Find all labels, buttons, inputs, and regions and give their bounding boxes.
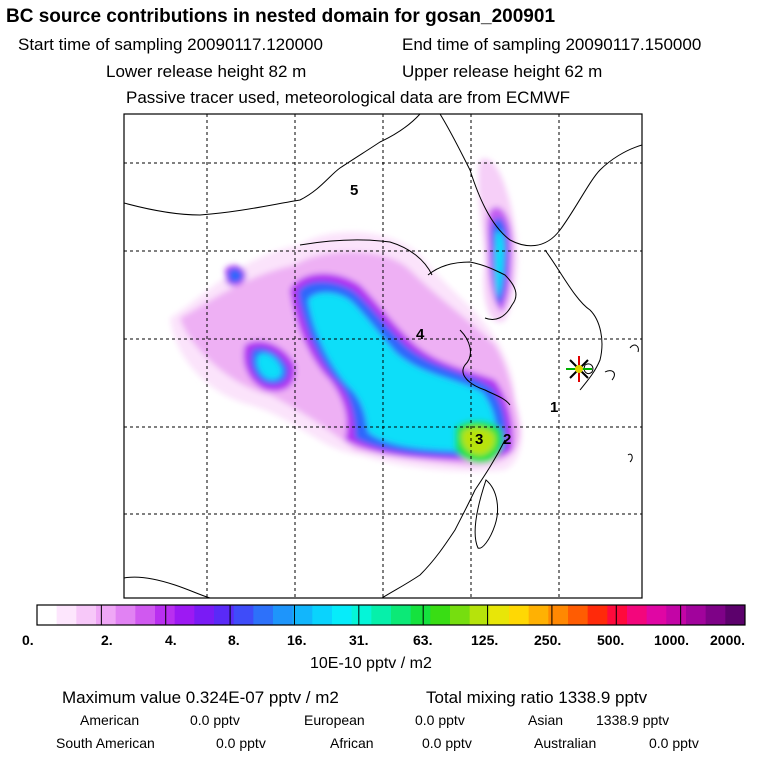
- legend-tick-0: 0.: [22, 632, 34, 648]
- legend-tick-4: 4.: [165, 632, 177, 648]
- coastline: [124, 114, 642, 598]
- color-bar-swatch: [627, 605, 648, 625]
- european-name: European: [304, 712, 365, 728]
- grid-lines: [124, 114, 642, 598]
- color-bar-swatch: [528, 605, 549, 625]
- african-value: 0.0 pptv: [422, 735, 472, 751]
- color-bar-swatch: [351, 605, 372, 625]
- legend-tick-8: 8.: [228, 632, 240, 648]
- color-bar-swatch: [607, 605, 628, 625]
- map-frame: [123, 113, 643, 599]
- american-value: 0.0 pptv: [190, 712, 240, 728]
- legend-tick-2000: 2000.: [710, 632, 746, 648]
- plot-title: BC source contributions in nested domain…: [6, 6, 556, 27]
- legend-tick-63: 63.: [413, 632, 433, 648]
- legend-tick-2: 2.: [101, 632, 113, 648]
- end-time-label: End time of sampling 20090117.150000: [402, 35, 702, 54]
- color-bar-swatch: [174, 605, 195, 625]
- color-bar-swatch: [410, 605, 431, 625]
- color-bar-swatch: [686, 605, 707, 625]
- max-value-label: Maximum value 0.324E-07 pptv / m2: [62, 688, 339, 707]
- region-label-4: 4: [416, 326, 425, 343]
- color-bar-swatch: [312, 605, 333, 625]
- region-label-5: 5: [350, 182, 358, 199]
- australian-name: Australian: [534, 735, 597, 751]
- region-label-1: 1: [550, 399, 558, 416]
- color-bar-swatch: [115, 605, 136, 625]
- american-name: American: [80, 712, 140, 728]
- asian-value: 1338.9 pptv: [596, 712, 670, 728]
- concentration-field: [124, 114, 642, 598]
- color-bar-swatch: [705, 605, 726, 625]
- australian-value: 0.0 pptv: [649, 735, 699, 751]
- color-bar-swatch: [273, 605, 294, 625]
- legend-tick-500: 500.: [597, 632, 625, 648]
- asian-name: Asian: [528, 712, 564, 728]
- color-bar-swatch: [155, 605, 176, 625]
- region-label-2: 2: [503, 431, 511, 448]
- color-bar-swatch: [135, 605, 156, 625]
- color-bar-swatch: [253, 605, 274, 625]
- legend-tick-125: 125.: [471, 632, 499, 648]
- color-bar-swatch: [96, 605, 117, 625]
- south-american-value: 0.0 pptv: [216, 735, 266, 751]
- start-time-label: Start time of sampling 20090117.120000: [18, 35, 323, 54]
- south-american-name: South American: [56, 735, 155, 751]
- legend-tick-1000: 1000.: [654, 632, 690, 648]
- european-value: 0.0 pptv: [415, 712, 465, 728]
- color-bar-swatch: [548, 605, 569, 625]
- color-bar-swatch: [292, 605, 313, 625]
- african-name: African: [330, 735, 374, 751]
- receptor-star-icon: [566, 356, 592, 382]
- color-bar-swatch: [489, 605, 510, 625]
- color-bar-swatch: [194, 605, 215, 625]
- color-bar-swatch: [430, 605, 451, 625]
- legend-tick-31: 31.: [349, 632, 369, 648]
- upper-release-label: Upper release height 62 m: [402, 62, 603, 81]
- color-bar-swatch: [646, 605, 667, 625]
- color-bar-swatch: [568, 605, 589, 625]
- color-bar-swatch: [391, 605, 412, 625]
- color-bar: [37, 605, 746, 625]
- legend-units: 10E-10 pptv / m2: [310, 655, 432, 672]
- color-bar-swatch: [666, 605, 687, 625]
- color-bar-swatch: [56, 605, 77, 625]
- legend-tick-16: 16.: [287, 632, 307, 648]
- tracer-label: Passive tracer used, meteorological data…: [126, 88, 571, 107]
- total-mixing-label: Total mixing ratio 1338.9 pptv: [426, 688, 648, 707]
- legend-tick-250: 250.: [534, 632, 562, 648]
- color-bar-swatch: [469, 605, 490, 625]
- region-label-3: 3: [475, 431, 483, 448]
- color-bar-swatch: [233, 605, 254, 625]
- color-bar-swatch: [450, 605, 471, 625]
- color-bar-frame: [36, 604, 746, 626]
- color-bar-swatch: [332, 605, 353, 625]
- color-bar-swatch: [214, 605, 235, 625]
- color-bar-swatch: [725, 605, 746, 625]
- color-bar-swatch: [37, 605, 58, 625]
- lower-release-label: Lower release height 82 m: [106, 62, 307, 81]
- color-bar-swatch: [509, 605, 530, 625]
- color-bar-swatch: [587, 605, 608, 625]
- color-bar-swatch: [76, 605, 97, 625]
- color-bar-swatch: [371, 605, 392, 625]
